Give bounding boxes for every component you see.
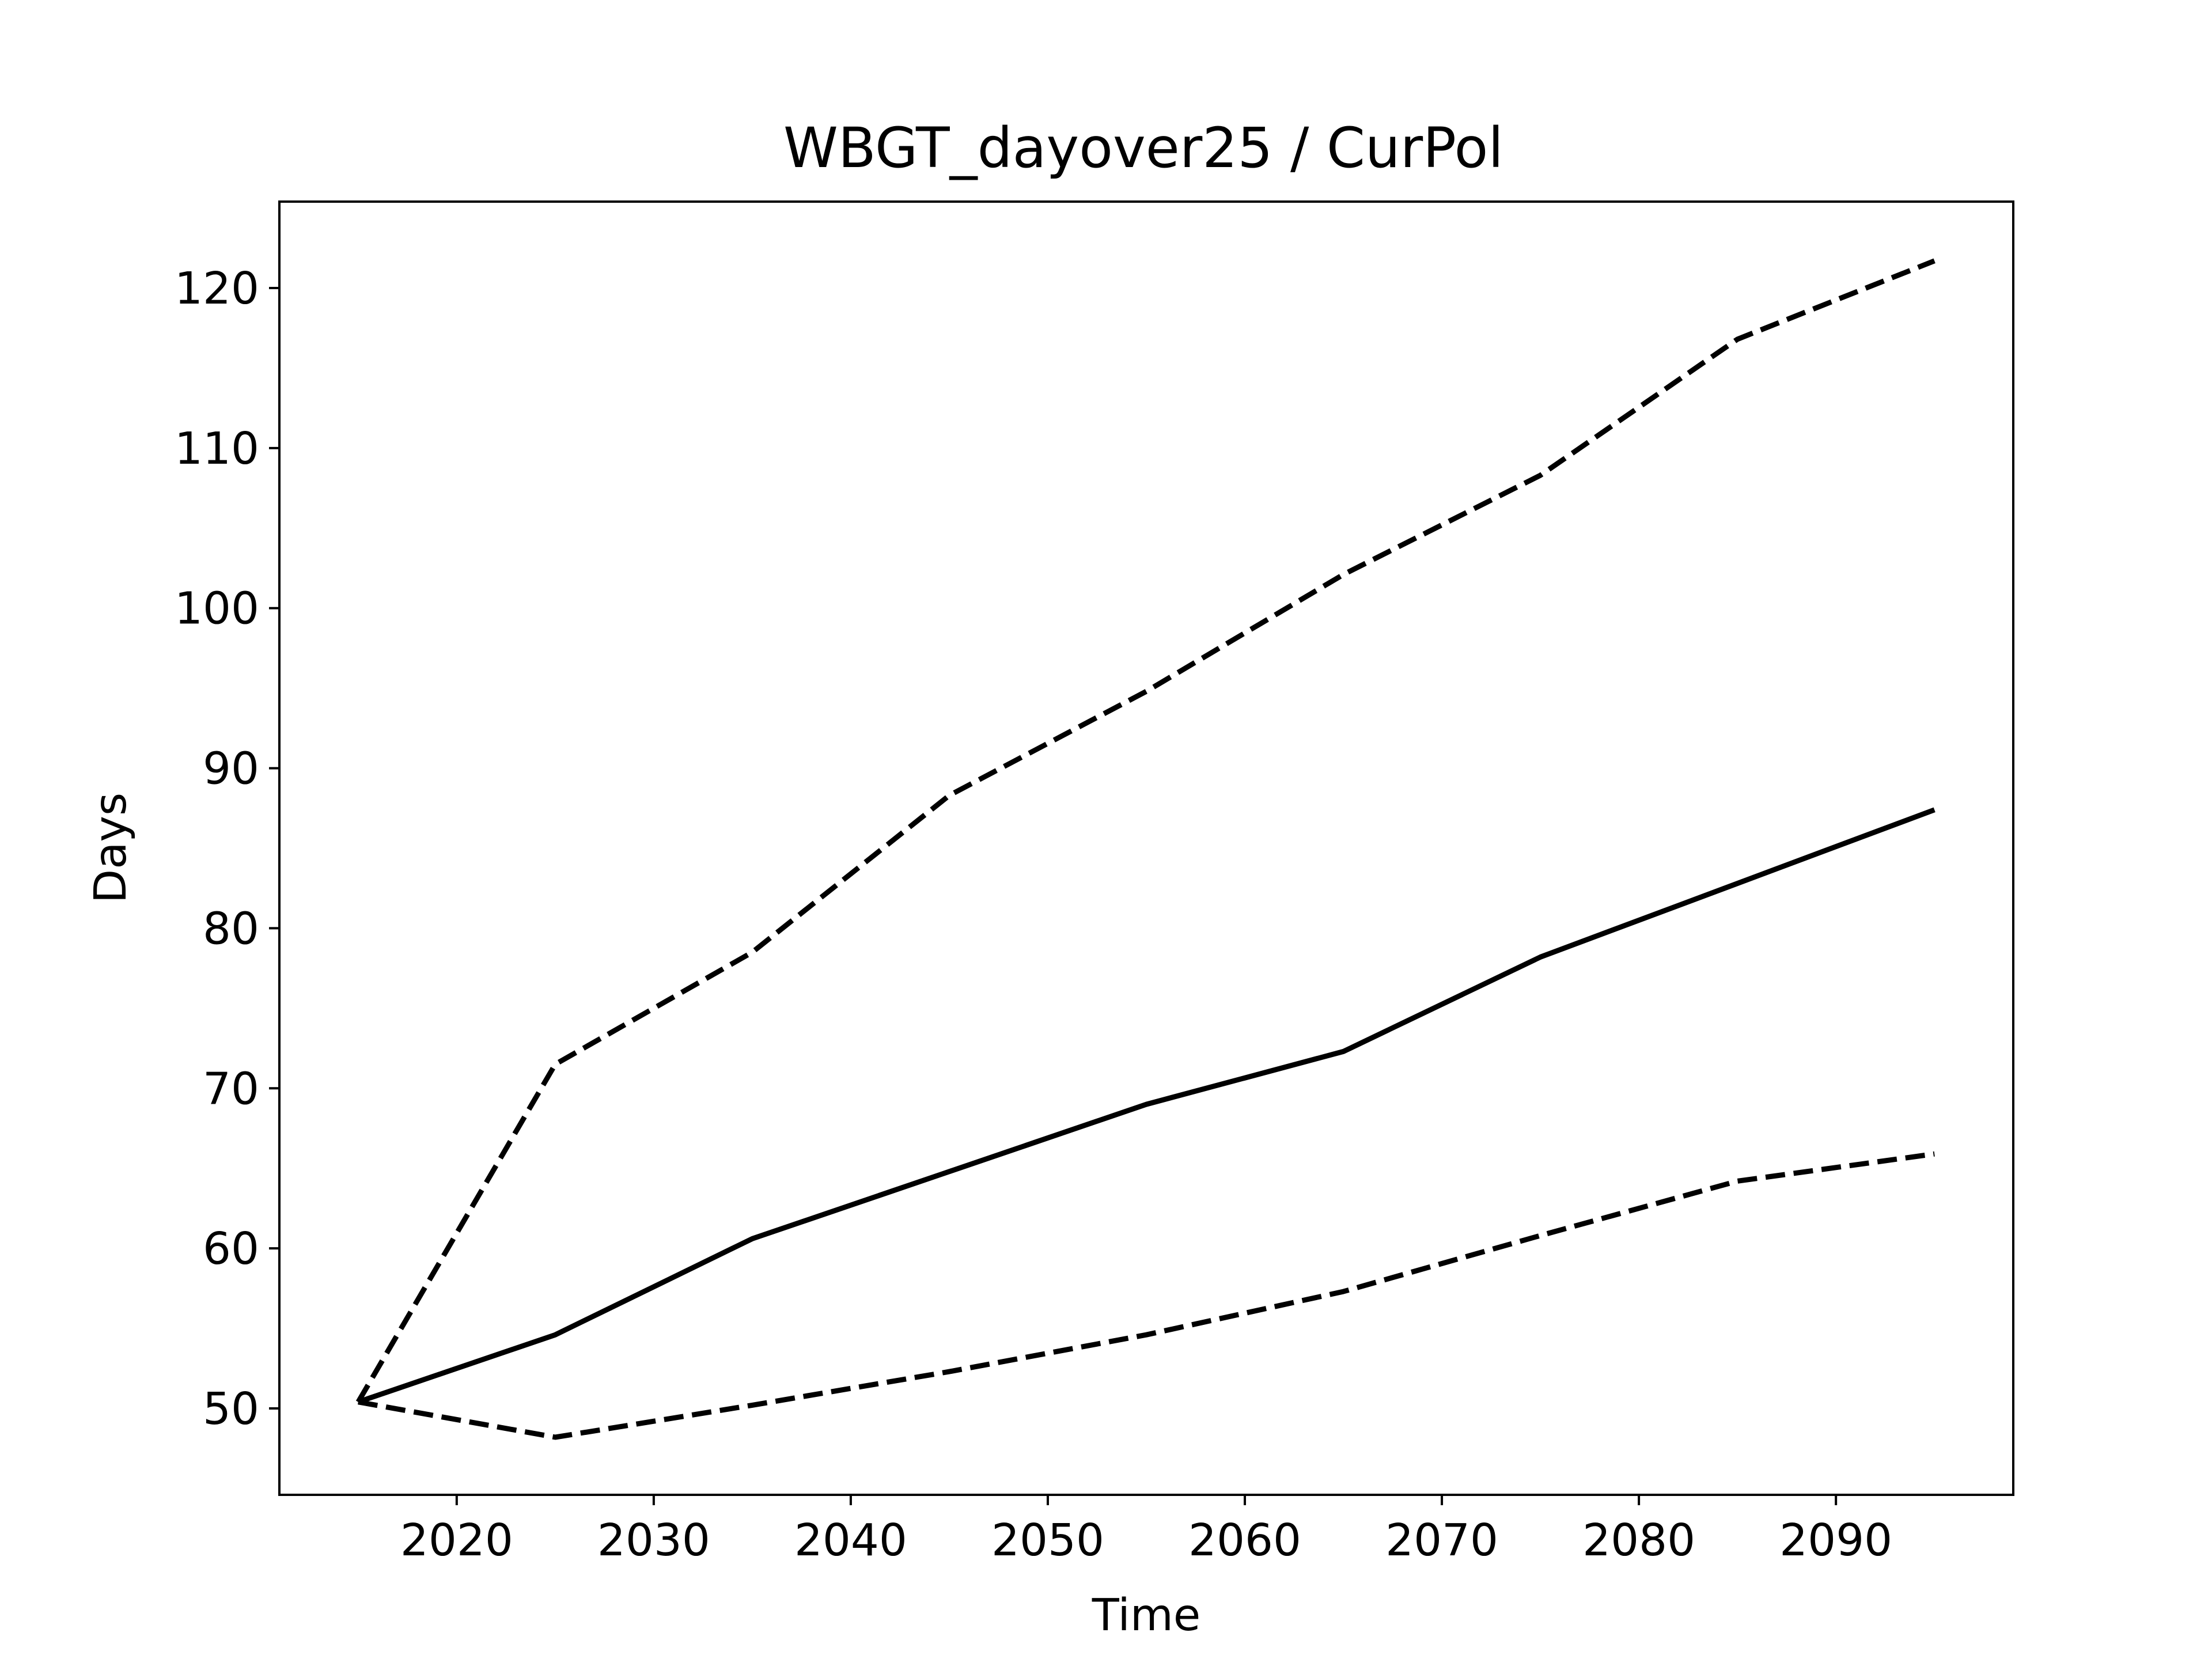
series-layer bbox=[355, 258, 1936, 1440]
y-tick-label: 60 bbox=[203, 1224, 259, 1275]
x-tick-label: 2060 bbox=[1188, 1515, 1301, 1566]
x-axis-ticks: 2020 2030 2040 2050 2060 2070 2080 2090 bbox=[400, 1495, 1892, 1566]
series-line-3 bbox=[358, 1151, 1935, 1440]
plot-frame bbox=[278, 200, 2014, 1496]
x-tick-label: 2030 bbox=[597, 1515, 710, 1566]
x-tick-label: 2050 bbox=[991, 1515, 1104, 1566]
y-tick-label: 110 bbox=[175, 423, 259, 475]
y-axis-ticks: 50 60 70 80 90 100 110 120 bbox=[175, 263, 279, 1435]
x-tick-label: 2090 bbox=[1779, 1515, 1892, 1566]
y-tick-label: 100 bbox=[175, 584, 259, 635]
x-tick-label: 2020 bbox=[400, 1515, 513, 1566]
y-tick-label: 50 bbox=[203, 1384, 259, 1435]
y-tick-label: 70 bbox=[203, 1063, 259, 1115]
y-axis-label: Days bbox=[85, 793, 137, 903]
y-tick-label: 120 bbox=[175, 263, 259, 315]
x-tick-label: 2080 bbox=[1582, 1515, 1695, 1566]
y-tick-label: 90 bbox=[203, 744, 259, 795]
series-line-1 bbox=[355, 258, 1936, 1404]
chart-title: WBGT_dayover25 / CurPol bbox=[783, 116, 1503, 180]
y-tick-label: 80 bbox=[203, 903, 259, 955]
x-tick-label: 2070 bbox=[1385, 1515, 1498, 1566]
series-line-2 bbox=[357, 807, 1936, 1405]
x-tick-label: 2040 bbox=[794, 1515, 907, 1566]
x-axis-label: Time bbox=[1092, 1590, 1200, 1641]
